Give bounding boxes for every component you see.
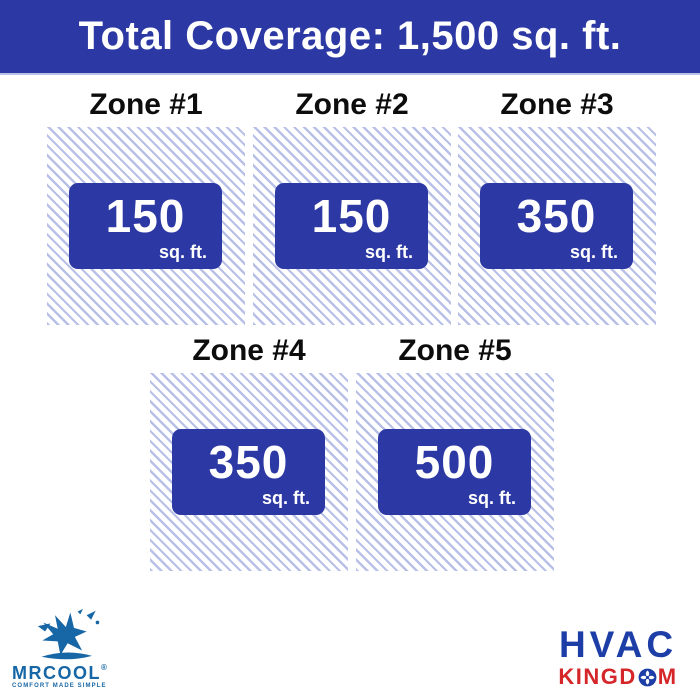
zone-1-unit: sq. ft. xyxy=(159,242,207,262)
mrcool-tagline: COMFORT MADE SIMPLE xyxy=(12,683,107,689)
zone-2-coverage-card: 150 sq. ft. xyxy=(275,183,428,269)
mrcool-wordmark: MRCOOL® xyxy=(12,663,107,683)
zone-4: Zone #4 350 sq. ft. xyxy=(150,334,348,571)
zone-5-area: 500 sq. ft. xyxy=(356,373,554,571)
zone-4-area: 350 sq. ft. xyxy=(150,373,348,571)
zone-5-unit: sq. ft. xyxy=(468,488,516,508)
zone-1: Zone #1 150 sq. ft. xyxy=(47,88,245,325)
zone-4-coverage-card: 350 sq. ft. xyxy=(172,429,325,515)
zone-1-title: Zone #1 xyxy=(89,88,203,121)
zone-4-unit: sq. ft. xyxy=(262,488,310,508)
zone-2-unit: sq. ft. xyxy=(365,242,413,262)
kingdom-wordmark: KINGD M xyxy=(558,664,678,689)
zone-5: Zone #5 500 sq. ft. xyxy=(356,334,554,571)
zone-2: Zone #2 150 sq. ft. xyxy=(253,88,451,325)
zone-3-value: 350 xyxy=(516,190,597,242)
zone-3: Zone #3 350 sq. ft. xyxy=(458,88,656,325)
zone-1-value: 150 xyxy=(105,190,186,242)
zone-1-area: 150 sq. ft. xyxy=(47,127,245,325)
hvac-wordmark: HVAC xyxy=(558,624,678,665)
mrcool-penguin-icon xyxy=(37,608,100,660)
zone-4-value: 350 xyxy=(208,436,289,488)
zone-3-coverage-card: 350 sq. ft. xyxy=(480,183,633,269)
page-title: Total Coverage: 1,500 sq. ft. xyxy=(78,14,622,58)
zone-5-value: 500 xyxy=(414,436,495,488)
zone-3-unit: sq. ft. xyxy=(570,242,618,262)
registered-mark: ® xyxy=(101,663,107,672)
header-banner: Total Coverage: 1,500 sq. ft. xyxy=(0,0,700,75)
hvac-kingdom-logo: HVAC KINGD M xyxy=(548,626,688,688)
zone-1-coverage-card: 150 sq. ft. xyxy=(69,183,222,269)
fan-icon xyxy=(638,668,657,686)
zone-2-title: Zone #2 xyxy=(295,88,409,121)
zone-5-title: Zone #5 xyxy=(398,334,512,367)
zone-2-value: 150 xyxy=(311,190,392,242)
zone-5-coverage-card: 500 sq. ft. xyxy=(378,429,531,515)
zone-3-title: Zone #3 xyxy=(500,88,614,121)
mrcool-logo: MRCOOL® COMFORT MADE SIMPLE xyxy=(12,608,124,689)
zone-2-area: 150 sq. ft. xyxy=(253,127,451,325)
zone-3-area: 350 sq. ft. xyxy=(458,127,656,325)
zone-4-title: Zone #4 xyxy=(192,334,306,367)
